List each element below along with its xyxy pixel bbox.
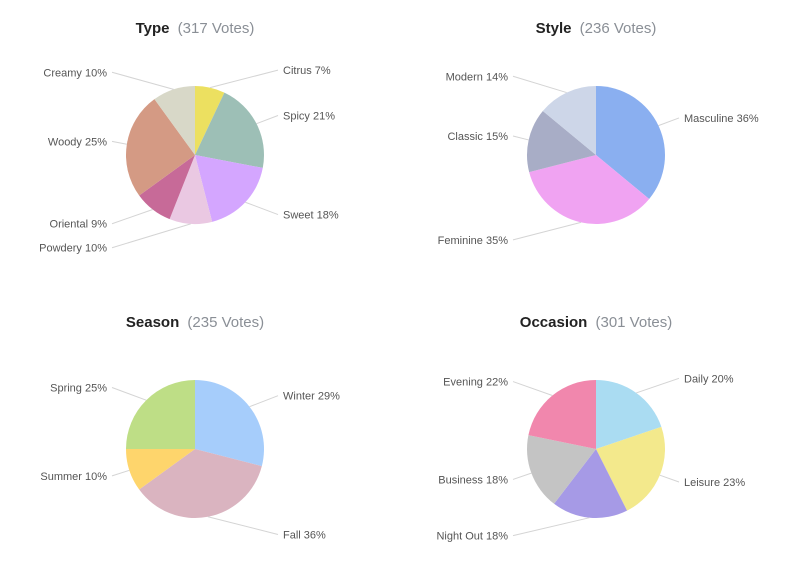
chart-title-season: Season (235 Votes) <box>126 314 264 331</box>
leader-line <box>658 117 680 127</box>
leader-line <box>512 75 567 94</box>
leader-line <box>512 135 529 141</box>
pie-slice-business[interactable] <box>527 435 596 504</box>
leader-line <box>512 381 553 397</box>
pie-slice-masculine[interactable] <box>596 86 666 199</box>
leader-line <box>659 474 680 483</box>
leader-line <box>111 140 127 145</box>
pie-slices-occasion: Daily 20% Leisure 23% Night Out 18% Busines… <box>436 373 745 542</box>
slice-label-winter: Winter 29% <box>283 391 340 403</box>
leader-line <box>111 223 191 249</box>
leader-line <box>512 221 582 241</box>
pie-slice-night-out[interactable] <box>554 449 628 518</box>
slice-label-daily: Daily 20% <box>684 373 734 385</box>
pie-slice-leisure[interactable] <box>596 426 665 511</box>
chart-title-type: Type (317 Votes) <box>136 20 255 37</box>
chart-title-occasion: Occasion (301 Votes) <box>520 314 672 331</box>
pie-slice-modern[interactable] <box>542 86 596 155</box>
pie-slice-daily[interactable] <box>596 380 662 449</box>
slice-label-leisure: Leisure 23% <box>684 477 745 489</box>
pie-slice-evening[interactable] <box>528 380 596 449</box>
slice-label-modern: Modern 14% <box>446 71 509 83</box>
chart-title-name: Season <box>126 314 179 331</box>
chart-occasion: Occasion (301 Votes) Daily 20% Leisure 23… <box>436 314 745 543</box>
leader-line <box>256 115 279 125</box>
chart-title-votes: (317 Votes) <box>178 20 255 37</box>
slice-label-spicy: Spicy 21% <box>283 111 335 123</box>
chart-title-name: Style <box>536 20 572 37</box>
slice-label-evening: Evening 22% <box>443 377 508 389</box>
pie-slice-oriental[interactable] <box>139 155 195 220</box>
leader-line <box>512 472 532 480</box>
slice-label-summer: Summer 10% <box>40 471 107 483</box>
pie-slice-classic[interactable] <box>527 111 596 173</box>
pie-slice-fall[interactable] <box>139 449 262 518</box>
leader-line <box>111 469 130 477</box>
leader-line <box>636 377 680 394</box>
leader-line <box>249 395 279 408</box>
slice-label-feminine: Feminine 35% <box>438 235 509 247</box>
pie-slice-sweet[interactable] <box>195 155 263 222</box>
pie-slice-feminine[interactable] <box>529 155 650 225</box>
chart-title-name: Occasion <box>520 314 588 331</box>
slice-label-oriental: Oriental 9% <box>50 219 108 231</box>
leader-line <box>209 69 279 89</box>
slice-label-night-out: Night Out 18% <box>436 531 508 543</box>
slice-label-creamy: Creamy 10% <box>43 67 107 79</box>
slice-label-citrus: Citrus 7% <box>283 65 331 77</box>
pie-slice-creamy[interactable] <box>154 86 195 155</box>
leader-line <box>512 517 590 537</box>
leader-line <box>111 387 147 401</box>
pie-slice-citrus[interactable] <box>195 86 225 155</box>
pie-slice-summer[interactable] <box>126 449 195 490</box>
slice-label-fall: Fall 36% <box>283 529 326 541</box>
slice-label-woody: Woody 25% <box>48 136 107 148</box>
slice-label-masculine: Masculine 36% <box>684 113 759 125</box>
slice-label-spring: Spring 25% <box>50 382 107 394</box>
slice-label-classic: Classic 15% <box>447 131 508 143</box>
chart-title-votes: (301 Votes) <box>595 314 672 331</box>
chart-title-votes: (235 Votes) <box>187 314 264 331</box>
leader-line <box>207 516 279 535</box>
chart-title-votes: (236 Votes) <box>580 20 657 37</box>
chart-title-style: Style (236 Votes) <box>536 20 657 37</box>
pie-slices-style: Masculine 36% Feminine 35% Classic 15% Mode… <box>438 71 759 247</box>
pie-slice-powdery[interactable] <box>169 155 213 224</box>
pie-slice-woody[interactable] <box>126 99 195 196</box>
pie-slice-winter[interactable] <box>195 380 264 467</box>
slice-label-business: Business 18% <box>438 474 508 486</box>
chart-title-name: Type <box>136 20 170 37</box>
pie-slices-type: Citrus 7% Spicy 21% Sweet 18% Powdery 10% Or… <box>39 65 339 255</box>
slice-label-powdery: Powdery 10% <box>39 243 107 255</box>
pie-slice-spring[interactable] <box>126 380 195 449</box>
chart-style: Style (236 Votes) Masculine 36% Feminine … <box>438 20 759 247</box>
pie-slice-spicy[interactable] <box>195 92 265 168</box>
leader-line <box>111 209 153 225</box>
pie-slices-season: Winter 29% Fall 36% Summer 10% Spring 25% <box>40 380 340 541</box>
slice-label-sweet: Sweet 18% <box>283 210 339 222</box>
chart-season: Season (235 Votes) Winter 29% Fall 36% Sum… <box>40 314 340 541</box>
leader-line <box>245 201 279 216</box>
leader-line <box>111 71 174 90</box>
chart-type: Type (317 Votes) Citrus 7% Spicy 21% Sweet… <box>39 20 339 255</box>
